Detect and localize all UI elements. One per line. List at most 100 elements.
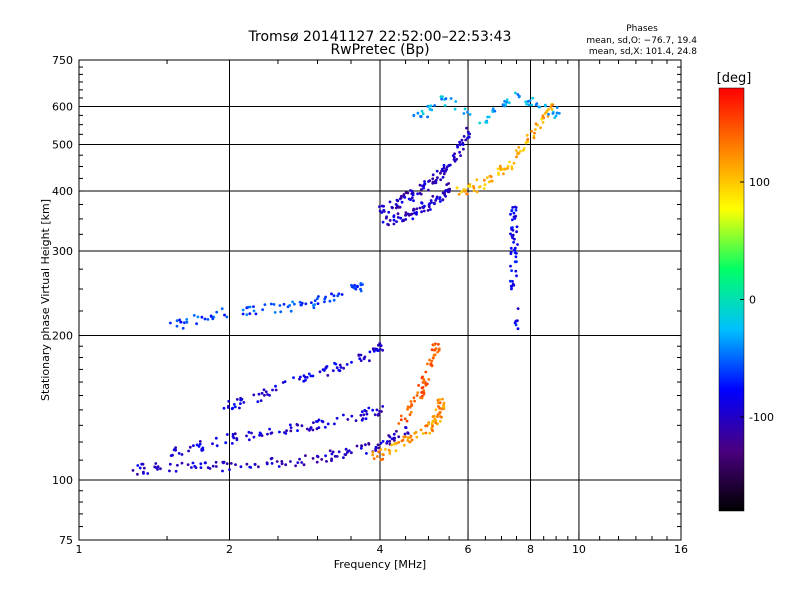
data-point [416, 192, 419, 196]
data-point [354, 287, 358, 291]
data-point [188, 445, 192, 449]
data-point [146, 472, 150, 475]
data-point [224, 441, 228, 445]
data-point [436, 350, 439, 354]
data-point [335, 455, 339, 458]
data-point [409, 410, 413, 414]
data-point [362, 357, 366, 360]
data-point [513, 246, 517, 250]
data-point [312, 421, 315, 424]
data-point [365, 412, 369, 416]
data-point [339, 366, 343, 369]
data-point [317, 418, 321, 422]
data-point [426, 209, 430, 212]
data-point [201, 446, 205, 450]
data-point [512, 161, 516, 165]
data-point [252, 309, 256, 313]
data-point [455, 186, 459, 190]
data-point [342, 413, 345, 417]
data-point [431, 419, 435, 423]
data-point [361, 417, 365, 421]
data-point [420, 201, 423, 205]
data-point [333, 422, 336, 426]
data-point [308, 428, 311, 432]
data-point [241, 312, 245, 316]
data-point [259, 432, 263, 436]
data-point [246, 305, 250, 309]
data-point [406, 191, 410, 195]
y-tick-label: 100 [52, 474, 73, 487]
data-point [159, 467, 162, 471]
data-point [501, 167, 505, 171]
data-point [526, 140, 530, 144]
data-point [231, 432, 235, 436]
data-point [517, 95, 521, 99]
data-point [534, 122, 538, 126]
data-point [472, 186, 476, 190]
data-point [406, 405, 410, 409]
data-point [379, 448, 383, 452]
data-point [493, 109, 497, 113]
data-point [211, 464, 215, 468]
data-point [439, 178, 443, 182]
data-point [547, 108, 550, 111]
data-point [350, 360, 353, 364]
data-point [227, 399, 231, 403]
data-point [546, 115, 550, 118]
data-point [514, 91, 517, 95]
data-point [519, 149, 522, 153]
data-point [215, 310, 219, 314]
data-point [355, 444, 359, 448]
data-point [482, 187, 486, 190]
data-point [507, 101, 511, 104]
y-tick-label: 500 [52, 139, 73, 152]
data-point [431, 177, 435, 181]
data-point [438, 196, 442, 199]
data-point [374, 445, 378, 449]
data-point [206, 318, 210, 321]
data-point [540, 117, 543, 121]
data-point [254, 312, 258, 316]
data-point [420, 188, 423, 191]
data-point [510, 167, 514, 171]
data-point [522, 147, 526, 150]
data-point [249, 466, 253, 469]
data-point [368, 359, 371, 363]
data-point [374, 347, 377, 351]
data-point [392, 215, 396, 219]
data-point [395, 429, 398, 433]
data-point [309, 374, 313, 378]
data-point [261, 308, 264, 312]
data-point [378, 347, 382, 351]
x-axis-label: Frequency [MHz] [334, 558, 426, 571]
data-point [292, 376, 295, 379]
data-point [386, 440, 389, 443]
data-point [227, 404, 230, 408]
data-point [417, 384, 420, 387]
data-point [203, 317, 207, 321]
data-point [431, 173, 435, 177]
data-point [514, 206, 518, 209]
data-point [313, 303, 317, 306]
data-point [272, 303, 276, 306]
data-point [488, 174, 492, 178]
data-point [402, 435, 406, 439]
y-tick-label: 400 [52, 185, 73, 198]
data-point [298, 377, 301, 381]
data-point [268, 393, 271, 397]
data-point [444, 97, 448, 101]
data-point [426, 362, 429, 366]
data-point [395, 442, 398, 445]
data-point [504, 167, 507, 171]
data-point [242, 401, 246, 404]
data-point [228, 468, 231, 471]
data-point [169, 454, 173, 457]
data-point [271, 388, 274, 392]
data-point [302, 379, 306, 383]
data-point [175, 324, 179, 328]
plot-area [78, 59, 682, 541]
data-point [418, 183, 422, 187]
data-point [413, 431, 417, 435]
data-point [534, 128, 537, 131]
data-point [485, 121, 489, 124]
